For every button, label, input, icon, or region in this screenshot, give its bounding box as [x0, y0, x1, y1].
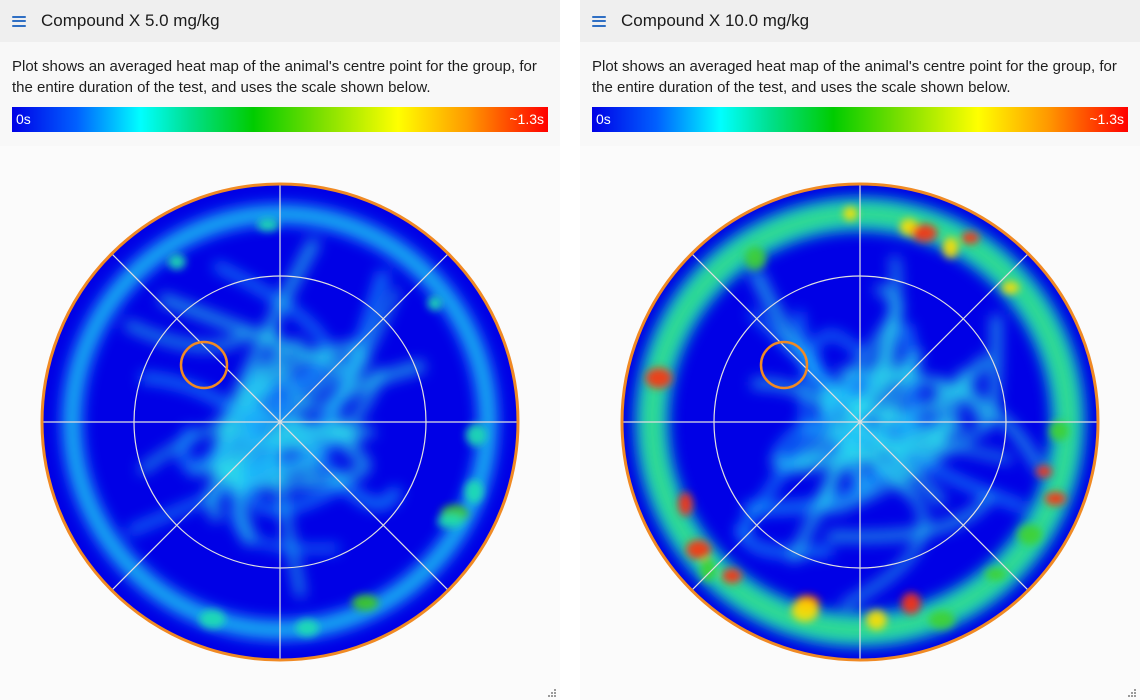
- arena-border: [40, 182, 520, 662]
- scale-max-label: ~1.3s: [1089, 111, 1124, 127]
- heatmap-panel-10mg: Compound X 10.0 mg/kg Plot shows an aver…: [580, 0, 1140, 700]
- description-area: Plot shows an averaged heat map of the a…: [580, 42, 1140, 146]
- panel-title: Compound X 5.0 mg/kg: [41, 11, 220, 30]
- panel-titlebar: Compound X 5.0 mg/kg: [0, 0, 560, 42]
- color-scale-bar: 0s ~1.3s: [592, 107, 1128, 132]
- resize-grip-icon[interactable]: [1127, 688, 1136, 697]
- heatmap-panel-5mg: Compound X 5.0 mg/kg Plot shows an avera…: [0, 0, 560, 700]
- platform-target-ring: [759, 340, 809, 390]
- description-area: Plot shows an averaged heat map of the a…: [0, 42, 560, 146]
- arena-grid: [42, 184, 518, 660]
- arena-border: [620, 182, 1100, 662]
- color-scale-bar: 0s ~1.3s: [12, 107, 548, 132]
- platform-target-ring: [179, 340, 229, 390]
- plot-description: Plot shows an averaged heat map of the a…: [592, 58, 1117, 96]
- plot-description: Plot shows an averaged heat map of the a…: [12, 58, 537, 96]
- scale-min-label: 0s: [16, 111, 31, 127]
- hamburger-menu-icon[interactable]: [12, 15, 26, 27]
- panel-gutter: [560, 0, 580, 700]
- arena-heatmap-plot: [0, 150, 560, 700]
- arena-heatmap-svg: [40, 182, 520, 662]
- panel-title: Compound X 10.0 mg/kg: [621, 11, 810, 30]
- arena-heatmap-svg: [620, 182, 1100, 662]
- scale-min-label: 0s: [596, 111, 611, 127]
- hamburger-menu-icon[interactable]: [592, 15, 606, 27]
- scale-max-label: ~1.3s: [509, 111, 544, 127]
- arena-grid: [622, 184, 1098, 660]
- panel-titlebar: Compound X 10.0 mg/kg: [580, 0, 1140, 42]
- arena-heatmap-plot: [580, 150, 1140, 700]
- resize-grip-icon[interactable]: [547, 688, 556, 697]
